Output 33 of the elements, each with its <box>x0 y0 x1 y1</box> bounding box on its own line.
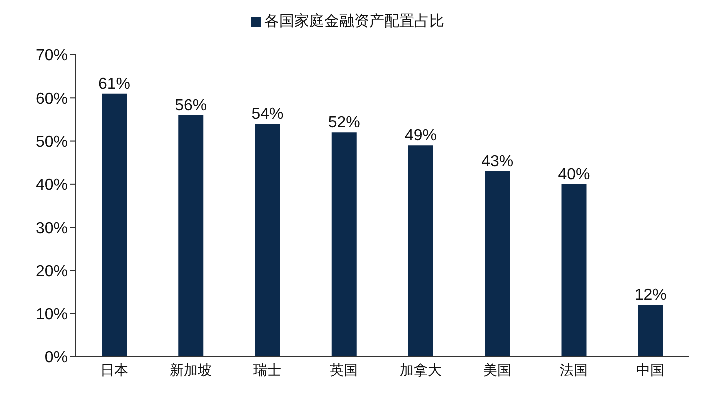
bar <box>485 171 510 357</box>
data-label: 52% <box>328 114 360 132</box>
x-tick-label: 英国 <box>330 362 358 379</box>
data-label: 43% <box>482 153 514 170</box>
bar <box>178 115 204 357</box>
y-tick-label: 40% <box>36 177 68 194</box>
x-tick-label: 加拿大 <box>400 362 442 379</box>
y-tick-label: 30% <box>36 220 68 238</box>
x-tick-label: 美国 <box>483 362 512 379</box>
bar <box>255 124 280 357</box>
bar <box>102 94 127 357</box>
y-tick-label: 10% <box>36 306 68 324</box>
data-label: 12% <box>634 287 667 304</box>
legend-label: 各国家庭金融资产配置占比 <box>264 12 444 30</box>
x-tick-label: 法国 <box>560 362 588 379</box>
y-tick-label: 60% <box>36 90 68 108</box>
bar <box>562 184 587 357</box>
x-tick-label: 日本 <box>100 362 128 379</box>
data-label: 61% <box>98 76 131 93</box>
x-tick-label: 中国 <box>636 362 665 379</box>
bar <box>408 146 434 357</box>
y-tick-label: 50% <box>36 134 68 151</box>
y-tick-label: 20% <box>36 263 68 280</box>
data-label: 56% <box>175 97 208 114</box>
data-label: 49% <box>404 128 438 145</box>
y-tick-label: 0% <box>44 350 68 367</box>
x-tick-label: 瑞士 <box>254 362 282 379</box>
bar <box>332 132 357 357</box>
x-tick-label: 新加坡 <box>170 362 212 379</box>
data-label: 40% <box>558 166 590 184</box>
y-tick-label: 70% <box>36 48 68 65</box>
bar <box>638 305 664 357</box>
data-label: 54% <box>252 106 284 124</box>
